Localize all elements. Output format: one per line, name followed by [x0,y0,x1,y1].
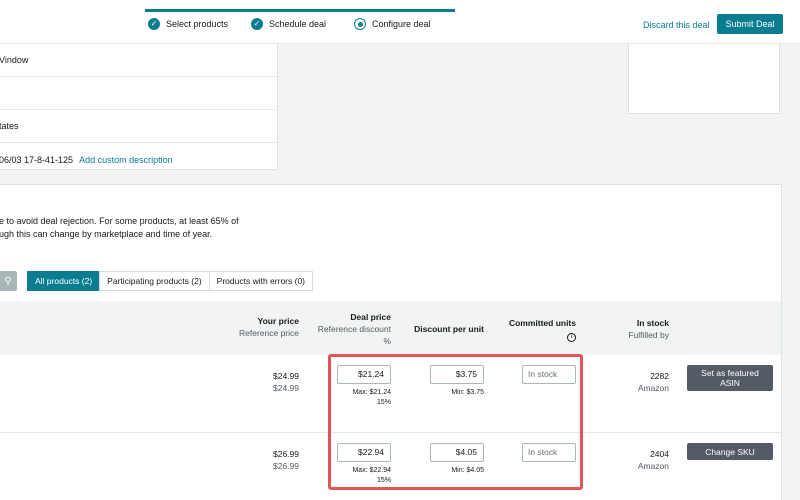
min-discount-hint: Min: $3.75 [451,389,484,396]
step-label: Configure deal [372,19,431,29]
committed-units-input[interactable]: In stock [522,365,576,384]
your-price: $24.99 [273,371,299,381]
summary-text: 06/03 17-8-41-125 [0,154,74,165]
check-circle-icon: ✓ [251,18,263,30]
fulfilled-by: Amazon [637,461,669,471]
deal-price-input[interactable]: $22.94 [337,443,391,462]
current-step-icon [354,18,366,30]
summary-row: Vindow [0,44,277,77]
tab-products-with-errors[interactable]: Products with errors (0) [208,271,314,291]
submit-deal-button[interactable]: Submit Deal [717,14,783,34]
step-schedule-deal[interactable]: ✓ Schedule deal [251,18,326,30]
guidance-text: e to avoid deal rejection. For some prod… [0,215,239,241]
discount-percent: 15% [376,477,391,484]
max-price-hint: Max: $21.24 [352,389,391,396]
search-icon[interactable]: ⚲ [0,271,17,291]
top-bar: ✓ Select products ✓ Schedule deal Config… [0,0,800,44]
committed-units-input[interactable]: In stock [522,443,576,462]
summary-text: tates [0,121,19,131]
info-icon[interactable]: i [567,333,576,342]
set-featured-asin-button[interactable]: Set as featured ASIN [687,365,773,391]
step-select-products[interactable]: ✓ Select products [148,18,228,30]
summary-text: Vindow [0,55,29,65]
products-panel: e to avoid deal rejection. For some prod… [0,184,782,500]
max-price-hint: Max: $22.94 [352,467,391,474]
min-discount-hint: Min: $4.05 [451,467,484,474]
column-subtitle: Fulfilled by [628,330,669,340]
fulfilled-by: Amazon [637,383,669,393]
deal-price-hint: Max: $21.24 15% [319,388,391,408]
column-title: Discount per unit [414,324,484,334]
discount-per-unit-input[interactable]: $3.75 [430,365,484,384]
table-row: $26.99 $26.99 $22.94 Max: $22.94 15% $4.… [0,433,781,500]
column-in-stock: In stock Fulfilled by [599,317,669,341]
discard-deal-link[interactable]: Discard this deal [643,20,710,30]
stock-cell: 2282 Amazon [599,370,669,394]
column-title: Committed units [508,318,576,328]
change-sku-button[interactable]: Change SKU [687,443,773,460]
column-subtitle: Reference discount [317,324,391,334]
step-configure-deal[interactable]: Configure deal [354,18,431,30]
column-committed-units: Committed units i [499,317,576,342]
column-title: Deal price [350,312,391,322]
your-price-cell: $26.99 $26.99 [229,448,299,472]
guidance-line: e to avoid deal rejection. For some prod… [0,216,239,226]
check-circle-icon: ✓ [148,18,160,30]
summary-row: 06/03 17-8-41-125 Add custom description [0,143,277,176]
side-panel [628,44,780,114]
reference-price: $26.99 [273,461,299,471]
progress-bar [145,9,455,12]
tab-participating-products[interactable]: Participating products (2) [99,271,210,291]
step-label: Select products [166,19,229,29]
deal-price-input[interactable]: $21.24 [337,365,391,384]
discount-per-unit-input[interactable]: $4.05 [430,443,484,462]
table-row: $24.99 $24.99 $21.24 Max: $21.24 15% $3.… [0,355,781,433]
column-subtitle: % [383,336,391,346]
your-price-cell: $24.99 $24.99 [229,370,299,394]
reference-price: $24.99 [273,383,299,393]
stock-cell: 2404 Amazon [599,448,669,472]
column-your-price: Your price Reference price [229,315,299,339]
your-price: $26.99 [273,449,299,459]
tab-all-products[interactable]: All products (2) [27,271,101,291]
column-title: In stock [636,318,669,328]
summary-row: tates [0,110,277,143]
in-stock-count: 2404 [650,449,669,459]
table-header: Your price Reference price Deal price Re… [0,301,781,355]
column-deal-price: Deal price Reference discount % [311,311,391,347]
column-discount-per-unit: Discount per unit [404,323,484,335]
deal-summary-panel: Vindow tates 06/03 17-8-41-125 Add custo… [0,44,278,170]
product-filter-tabs: All products (2) Participating products … [27,271,314,291]
column-title: Your price [257,316,299,326]
column-subtitle: Reference price [238,328,299,338]
in-stock-count: 2282 [650,371,669,381]
step-label: Schedule deal [269,19,327,29]
summary-row [0,77,277,110]
deal-price-hint: Max: $22.94 15% [319,466,391,486]
add-custom-description-link[interactable]: Add custom description [79,154,173,165]
guidance-line: ugh this can change by marketplace and t… [0,229,213,239]
discount-percent: 15% [376,399,391,406]
